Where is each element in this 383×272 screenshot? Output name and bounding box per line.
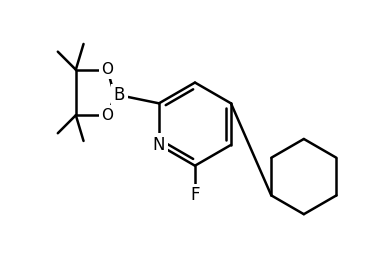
Text: O: O (101, 62, 113, 77)
Text: N: N (153, 136, 165, 154)
Text: B: B (114, 86, 125, 104)
Text: F: F (190, 186, 200, 204)
Text: O: O (101, 108, 113, 123)
